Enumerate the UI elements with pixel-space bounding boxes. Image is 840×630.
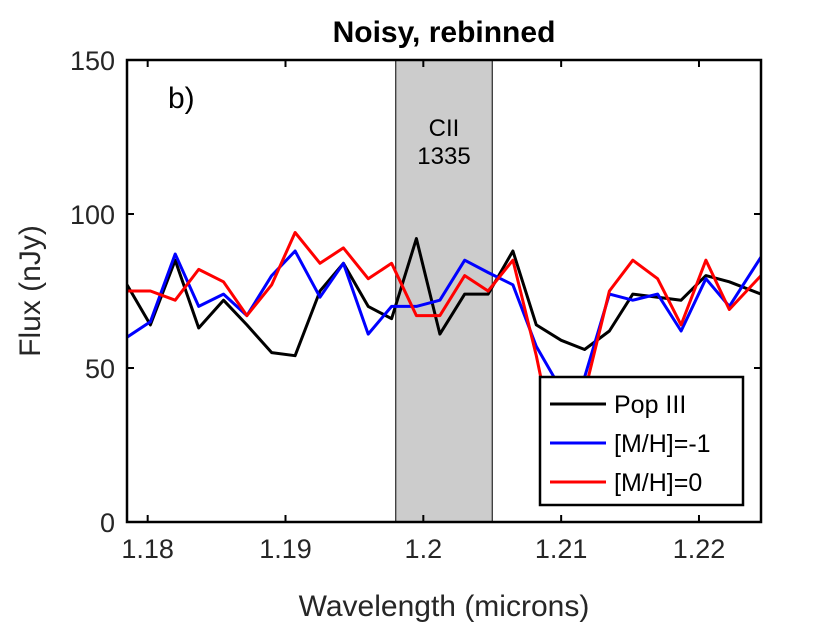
x-tick-label: 1.2: [405, 534, 443, 564]
x-tick-label: 1.22: [673, 534, 726, 564]
x-tick-label: 1.18: [121, 534, 174, 564]
series-group: [127, 231, 761, 478]
legend-text-mh-minus-1: [M/H]=-1: [614, 430, 711, 458]
y-tick-label: 150: [70, 46, 115, 76]
plot-frame: [125, 58, 763, 524]
band-label-species: CII: [429, 115, 460, 142]
series-line-m-h-0: [127, 231, 761, 478]
legend-box: [538, 375, 745, 507]
y-axis-label: Flux (nJy): [14, 225, 47, 357]
y-tick-label: 50: [85, 354, 115, 384]
chart-title: Noisy, rebinned: [333, 16, 556, 49]
x-tick-label: 1.19: [259, 534, 312, 564]
legend: Pop III [M/H]=-1 [M/H]=0: [538, 375, 745, 507]
y-tick-label: 0: [100, 508, 115, 538]
legend-text-mh-0: [M/H]=0: [614, 469, 702, 497]
band-label-wavelength: 1335: [417, 143, 470, 170]
series-line-m-h-1: [127, 249, 761, 392]
panel-label: b): [168, 82, 195, 115]
x-tick-label: 1.21: [535, 534, 588, 564]
legend-text-pop-iii: Pop III: [614, 391, 686, 419]
y-tick-label: 100: [70, 200, 115, 230]
x-axis-label: Wavelength (microns): [299, 590, 590, 623]
ticks-group: 1.18 1.19 1.2 1.21 1.22 0 50 100 150: [70, 46, 761, 564]
